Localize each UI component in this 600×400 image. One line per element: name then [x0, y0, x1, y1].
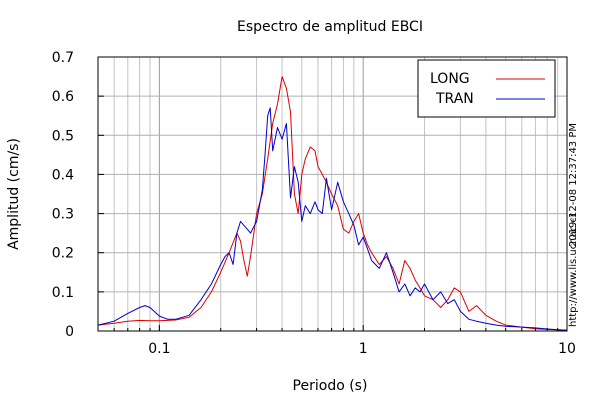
y-tick-label: 0.2 — [52, 246, 74, 262]
x-tick-label: 0.1 — [148, 341, 170, 357]
y-tick-label: 0 — [65, 324, 74, 340]
series-layer — [97, 76, 568, 331]
y-tick-label: 0.7 — [52, 50, 74, 66]
y-tick-label: 0.1 — [52, 285, 74, 301]
y-tick-label: 0.5 — [52, 128, 74, 144]
legend-label-long: LONG — [430, 71, 470, 87]
legend-label-tran: TRAN — [435, 91, 474, 107]
chart-title: Espectro de amplitud EBCI — [237, 19, 423, 35]
series-line-tran — [97, 107, 568, 331]
x-tick-label: 10 — [558, 341, 576, 357]
x-axis-label: Periodo (s) — [293, 378, 368, 394]
x-axis-ticks: 0.1 1 10 — [97, 325, 576, 357]
y-tick-label: 0.6 — [52, 89, 74, 105]
y-axis-label: Amplitud (cm/s) — [6, 138, 22, 250]
legend: LONG TRAN — [417, 59, 556, 118]
plot-frame — [97, 56, 568, 332]
y-axis-ticks: 0 0.1 0.2 0.3 0.4 0.5 0.6 0.7 — [52, 50, 104, 340]
timestamp-label: 2019-12-08 12:37:43 PM — [568, 123, 579, 247]
x-tick-label: 1 — [359, 341, 368, 357]
source-url-label: http://www.lis.ucr.ac.cr — [568, 212, 579, 327]
legend-box — [417, 59, 556, 118]
y-tick-label: 0.3 — [52, 207, 74, 223]
grid-minor — [97, 57, 559, 331]
y-tick-label: 0.4 — [52, 167, 74, 183]
